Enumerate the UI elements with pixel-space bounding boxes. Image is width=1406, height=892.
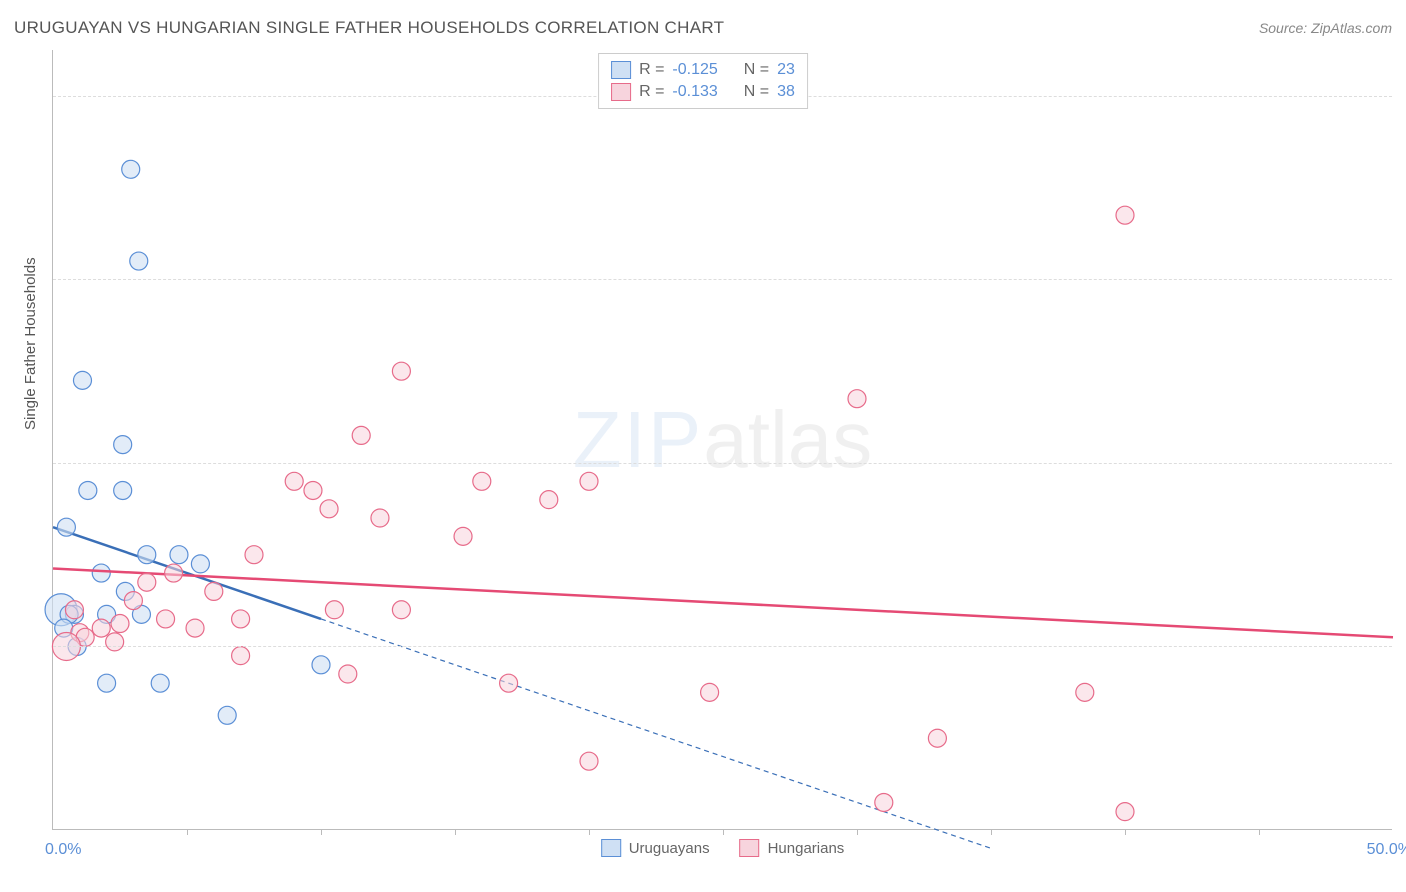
r-value: -0.125 <box>672 61 717 79</box>
plot-area: ZIPatlas 0.0% 50.0% UruguayansHungarians… <box>52 50 1392 830</box>
data-point <box>325 601 343 619</box>
data-point <box>500 674 518 692</box>
data-point <box>205 582 223 600</box>
data-point <box>138 573 156 591</box>
data-point <box>114 481 132 499</box>
x-tick <box>1259 829 1260 835</box>
data-point <box>151 674 169 692</box>
r-label: R = <box>639 83 664 101</box>
data-point <box>320 500 338 518</box>
data-point <box>285 472 303 490</box>
data-point <box>73 371 91 389</box>
data-point <box>245 546 263 564</box>
data-point <box>1116 803 1134 821</box>
x-tick <box>321 829 322 835</box>
data-point <box>92 619 110 637</box>
data-point <box>79 481 97 499</box>
x-tick <box>1125 829 1126 835</box>
stats-box: R = -0.125 N = 23 R = -0.133 N = 38 <box>598 53 808 109</box>
data-point <box>138 546 156 564</box>
data-point <box>848 390 866 408</box>
trend-line <box>53 568 1393 637</box>
n-value: 23 <box>777 61 795 79</box>
data-point <box>232 610 250 628</box>
data-point <box>580 472 598 490</box>
x-tick <box>455 829 456 835</box>
r-value: -0.133 <box>672 83 717 101</box>
data-point <box>57 518 75 536</box>
data-point <box>304 481 322 499</box>
data-point <box>1076 683 1094 701</box>
data-point <box>170 546 188 564</box>
x-tick <box>187 829 188 835</box>
data-point <box>392 601 410 619</box>
data-point <box>124 592 142 610</box>
x-tick <box>857 829 858 835</box>
stats-row: R = -0.133 N = 38 <box>611 81 795 103</box>
chart-title: URUGUAYAN VS HUNGARIAN SINGLE FATHER HOU… <box>14 18 724 38</box>
data-point <box>352 426 370 444</box>
gridline-h <box>53 279 1392 280</box>
data-point <box>191 555 209 573</box>
legend-item: Uruguayans <box>601 839 710 857</box>
x-max-label: 50.0% <box>1367 841 1406 859</box>
n-label: N = <box>744 83 769 101</box>
series-swatch <box>611 83 631 101</box>
data-point <box>92 564 110 582</box>
data-point <box>339 665 357 683</box>
data-point <box>1116 206 1134 224</box>
header: URUGUAYAN VS HUNGARIAN SINGLE FATHER HOU… <box>14 18 1392 38</box>
data-point <box>371 509 389 527</box>
data-point <box>98 674 116 692</box>
data-point <box>114 436 132 454</box>
x-min-label: 0.0% <box>45 841 81 859</box>
data-point <box>392 362 410 380</box>
x-tick <box>723 829 724 835</box>
data-point <box>165 564 183 582</box>
stats-row: R = -0.125 N = 23 <box>611 59 795 81</box>
gridline-h <box>53 463 1392 464</box>
legend-label: Uruguayans <box>629 840 710 857</box>
data-point <box>157 610 175 628</box>
data-point <box>701 683 719 701</box>
scatter-chart <box>53 50 1393 830</box>
gridline-h <box>53 646 1392 647</box>
legend-swatch <box>740 839 760 857</box>
x-tick <box>589 829 590 835</box>
data-point <box>65 601 83 619</box>
r-label: R = <box>639 61 664 79</box>
series-swatch <box>611 61 631 79</box>
legend-label: Hungarians <box>768 840 845 857</box>
data-point <box>111 615 129 633</box>
trend-line <box>321 619 991 848</box>
data-point <box>580 752 598 770</box>
data-point <box>106 633 124 651</box>
data-point <box>122 160 140 178</box>
data-point <box>454 527 472 545</box>
data-point <box>130 252 148 270</box>
data-point <box>473 472 491 490</box>
n-value: 38 <box>777 83 795 101</box>
n-label: N = <box>744 61 769 79</box>
data-point <box>218 706 236 724</box>
legend-item: Hungarians <box>740 839 845 857</box>
data-point <box>540 491 558 509</box>
source-attribution: Source: ZipAtlas.com <box>1259 20 1392 36</box>
y-axis-label: Single Father Households <box>22 257 39 430</box>
legend: Uruguayans Hungarians <box>601 839 845 857</box>
data-point <box>875 793 893 811</box>
data-point <box>312 656 330 674</box>
data-point <box>186 619 204 637</box>
data-point <box>232 647 250 665</box>
data-point <box>928 729 946 747</box>
x-tick <box>991 829 992 835</box>
legend-swatch <box>601 839 621 857</box>
